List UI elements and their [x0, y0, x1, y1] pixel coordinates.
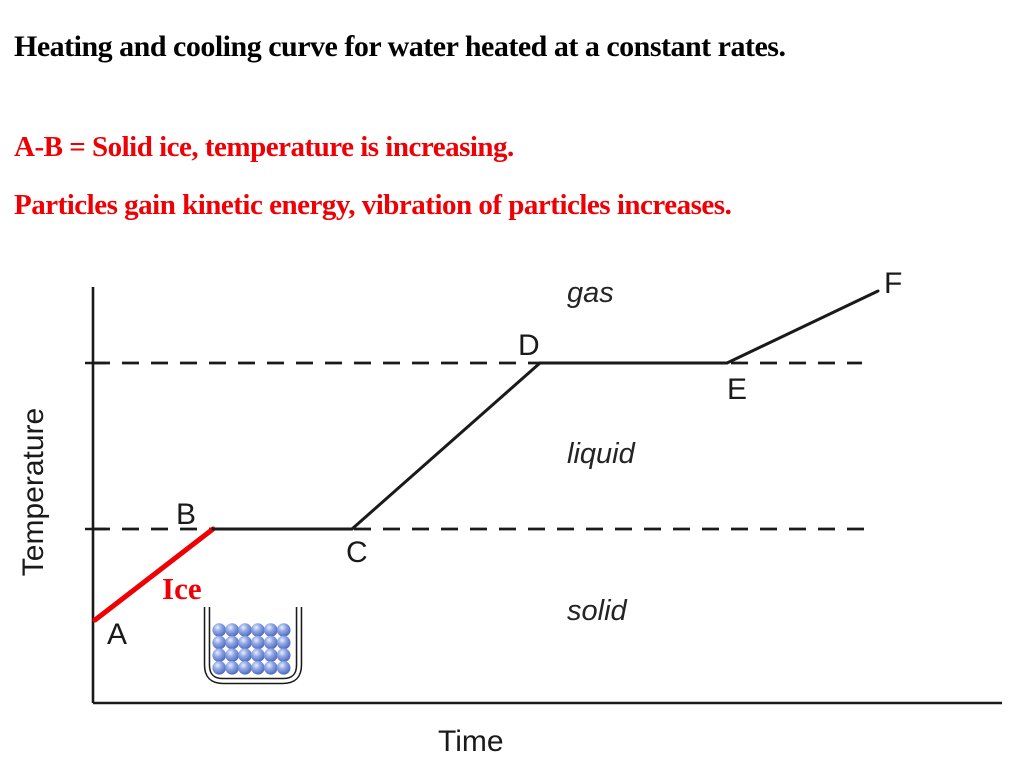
region-label-gas: gas — [567, 277, 614, 309]
point-label-f: F — [884, 267, 903, 300]
point-label-c: C — [346, 536, 368, 569]
point-label-b: B — [176, 498, 197, 531]
page-title: Heating and cooling curve for water heat… — [14, 30, 786, 63]
point-label-a: A — [107, 618, 128, 651]
region-label-liquid: liquid — [567, 438, 635, 470]
region-label-solid: solid — [567, 595, 627, 627]
annotation-ab-solid-ice: A-B = Solid ice, temperature is increasi… — [14, 131, 514, 163]
ice-segment-label: Ice — [162, 571, 202, 606]
y-axis-label: Temperature — [17, 407, 50, 577]
point-label-d: D — [518, 329, 540, 362]
point-label-e: E — [727, 373, 748, 406]
annotation-kinetic-energy: Particles gain kinetic energy, vibration… — [14, 189, 732, 221]
heating-curve-chart — [85, 287, 1002, 705]
x-axis-label: Time — [438, 725, 504, 758]
chart-axes-and-curve — [85, 287, 1002, 705]
ice-particles-beaker — [203, 607, 303, 685]
